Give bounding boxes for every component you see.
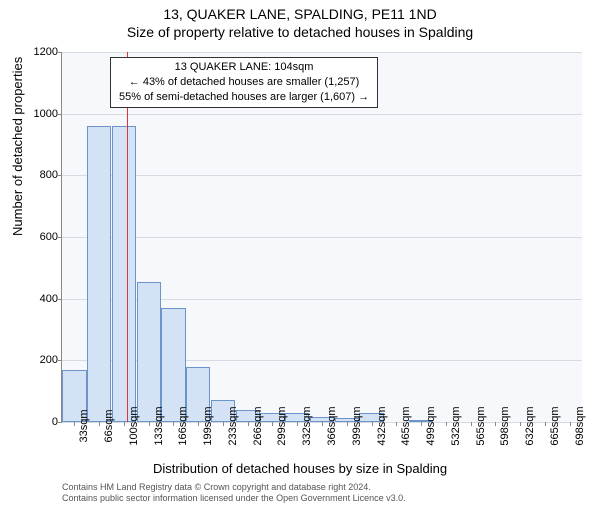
x-tick-label: 233sqm [227, 406, 239, 445]
chart-subtitle: Size of property relative to detached ho… [0, 24, 600, 40]
annotation-line: 55% of semi-detached houses are larger (… [119, 90, 369, 105]
y-tick-mark [58, 299, 62, 300]
footer-attribution: Contains HM Land Registry data © Crown c… [62, 482, 406, 504]
x-tick-mark [570, 422, 571, 426]
x-tick-label: 532sqm [450, 406, 462, 445]
x-tick-label: 100sqm [128, 406, 140, 445]
x-tick-mark [124, 422, 125, 426]
x-tick-label: 698sqm [574, 406, 586, 445]
y-tick-label: 600 [24, 231, 58, 243]
x-tick-label: 565sqm [475, 406, 487, 445]
x-tick-mark [421, 422, 422, 426]
gridline [62, 114, 582, 115]
x-tick-mark [372, 422, 373, 426]
x-tick-mark [198, 422, 199, 426]
footer-line1: Contains HM Land Registry data © Crown c… [62, 482, 406, 493]
y-tick-label: 1000 [24, 108, 58, 120]
annotation-box: 13 QUAKER LANE: 104sqm← 43% of detached … [110, 57, 378, 108]
x-tick-mark [173, 422, 174, 426]
x-tick-mark [347, 422, 348, 426]
x-tick-mark [223, 422, 224, 426]
y-tick-mark [58, 360, 62, 361]
annotation-line: 13 QUAKER LANE: 104sqm [119, 60, 369, 75]
chart-container: 13, QUAKER LANE, SPALDING, PE11 1ND Size… [0, 6, 600, 506]
x-tick-mark [446, 422, 447, 426]
histogram-bar [87, 126, 111, 422]
gridline [62, 52, 582, 53]
x-tick-label: 299sqm [276, 406, 288, 445]
x-tick-label: 166sqm [177, 406, 189, 445]
x-tick-mark [74, 422, 75, 426]
gridline [62, 175, 582, 176]
x-tick-label: 366sqm [326, 406, 338, 445]
x-tick-label: 465sqm [400, 406, 412, 445]
x-tick-mark [471, 422, 472, 426]
x-tick-mark [99, 422, 100, 426]
y-tick-label: 0 [24, 416, 58, 428]
x-tick-label: 432sqm [376, 406, 388, 445]
x-tick-label: 399sqm [351, 406, 363, 445]
x-tick-mark [149, 422, 150, 426]
gridline [62, 237, 582, 238]
x-tick-label: 199sqm [202, 406, 214, 445]
x-tick-label: 499sqm [425, 406, 437, 445]
x-tick-label: 665sqm [549, 406, 561, 445]
y-tick-mark [58, 175, 62, 176]
histogram-bar [112, 126, 136, 422]
x-tick-label: 598sqm [499, 406, 511, 445]
y-tick-mark [58, 422, 62, 423]
footer-line2: Contains public sector information licen… [62, 493, 406, 504]
page-title: 13, QUAKER LANE, SPALDING, PE11 1ND [0, 6, 600, 22]
x-tick-mark [297, 422, 298, 426]
histogram-bar [137, 282, 161, 422]
x-tick-label: 332sqm [301, 406, 313, 445]
x-axis-label: Distribution of detached houses by size … [0, 461, 600, 476]
x-tick-mark [545, 422, 546, 426]
y-tick-mark [58, 237, 62, 238]
y-tick-mark [58, 52, 62, 53]
x-tick-mark [248, 422, 249, 426]
y-tick-label: 200 [24, 354, 58, 366]
x-tick-mark [322, 422, 323, 426]
x-tick-mark [272, 422, 273, 426]
x-tick-label: 133sqm [153, 406, 165, 445]
x-tick-label: 266sqm [252, 406, 264, 445]
y-axis-label: Number of detached properties [10, 57, 25, 236]
x-tick-label: 33sqm [78, 409, 90, 442]
histogram-bar [161, 308, 185, 422]
y-tick-mark [58, 114, 62, 115]
x-tick-mark [520, 422, 521, 426]
y-tick-label: 1200 [24, 46, 58, 58]
y-tick-label: 800 [24, 169, 58, 181]
x-tick-mark [495, 422, 496, 426]
x-tick-label: 632sqm [524, 406, 536, 445]
x-tick-label: 66sqm [103, 409, 115, 442]
annotation-line: ← 43% of detached houses are smaller (1,… [119, 75, 369, 90]
x-tick-mark [396, 422, 397, 426]
y-tick-label: 400 [24, 293, 58, 305]
